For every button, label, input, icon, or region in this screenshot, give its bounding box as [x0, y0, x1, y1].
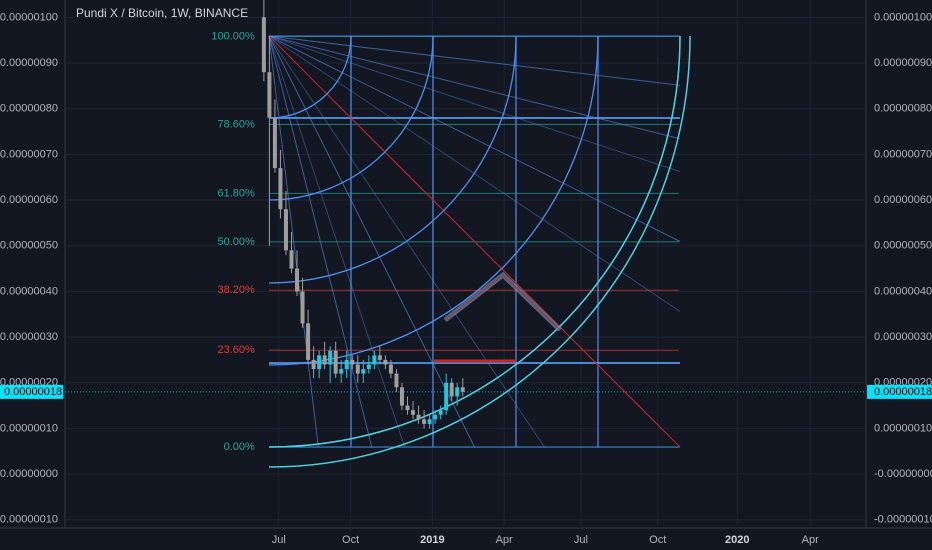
last-price-label: 0.00000018: [4, 386, 62, 398]
gann-arc: [268, 35, 352, 119]
candle-body: [295, 268, 300, 292]
candle-body: [267, 72, 272, 118]
x-tick-label: Jul: [272, 534, 286, 546]
x-tick-label: Apr: [496, 534, 513, 546]
candle-body: [289, 250, 294, 269]
candle-body: [411, 410, 416, 415]
gann-line: [268, 35, 681, 86]
candle-body: [350, 359, 355, 365]
candle-body: [339, 369, 344, 374]
candle-body: [388, 364, 393, 374]
y-tick-label: 0.00000040: [0, 285, 58, 297]
candle-body: [311, 359, 316, 370]
y-tick-label-right: 0.00000070: [874, 148, 932, 160]
gann-line: [268, 35, 681, 173]
gann-line: [268, 35, 319, 448]
candle-body: [416, 414, 421, 420]
last-price-box: [0, 384, 63, 399]
y-tick-label: 0.00000100: [0, 11, 58, 23]
y-tick-label: -0.00000000: [0, 468, 58, 480]
last-price-box: [867, 384, 932, 399]
candle-body: [449, 382, 454, 397]
gann-arc: [268, 35, 434, 201]
candle-body: [460, 387, 465, 392]
gann-overlay: [65, 35, 866, 468]
candle-body: [444, 382, 449, 411]
y-tick-label-right: 0.00000060: [874, 194, 932, 206]
x-tick-label: Oct: [649, 534, 666, 546]
candle-body: [278, 168, 283, 210]
candle-body: [261, 17, 266, 73]
candle-body: [366, 364, 371, 370]
y-tick-label: 0.00000010: [0, 422, 58, 434]
fib-label: 100.00%: [211, 30, 255, 42]
gann-line: [268, 35, 406, 448]
y-tick-label-right: 0.00000030: [874, 331, 932, 343]
candle-body: [383, 359, 388, 365]
candle-body: [372, 355, 377, 365]
candle-body: [377, 355, 382, 360]
candle-body: [344, 359, 349, 370]
x-tick-label: Oct: [342, 534, 359, 546]
candle-body: [355, 364, 360, 374]
candle-body: [455, 387, 460, 397]
gann-line: [268, 35, 681, 140]
y-tick-label-right: 0.00000100: [874, 11, 932, 23]
y-tick-label-right: 0.00000090: [874, 57, 932, 69]
y-tick-label-right: -0.00000010: [874, 514, 932, 526]
gann-line: [268, 35, 475, 448]
chart-title: Pundi X / Bitcoin, 1W, BINANCE: [76, 6, 248, 20]
candle-body: [317, 355, 322, 370]
fib-label: 78.60%: [218, 118, 256, 130]
y-tick-label: 0.00000050: [0, 240, 58, 252]
y-tick-label-right: -0.00000000: [874, 468, 932, 480]
labels: 0.00000100 0.00000100 0.00000090 0.00000090…: [0, 11, 932, 546]
x-tick-label: 2019: [420, 534, 444, 546]
last-price-label-right: 0.00000018: [874, 386, 932, 398]
y-tick-label: 0.00000070: [0, 148, 58, 160]
x-tick-label: Apr: [802, 534, 819, 546]
x-tick-label: Jul: [574, 534, 588, 546]
fib-label: 0.00%: [224, 441, 255, 453]
candle-body: [394, 373, 399, 388]
candle-body: [433, 414, 438, 420]
candles: [261, 0, 465, 429]
candle-body: [399, 387, 404, 406]
y-tick-label: 0.00000060: [0, 194, 58, 206]
candle-body: [322, 355, 327, 365]
fib-label: 61.80%: [218, 187, 256, 199]
x-tick-label: 2020: [725, 534, 749, 546]
fib-label: 23.60%: [218, 344, 256, 356]
fib-label: 38.20%: [218, 284, 256, 296]
gann-line: [268, 35, 681, 448]
gann-arc-outer: [268, 35, 691, 468]
candle-body: [438, 410, 443, 415]
candle-body: [272, 117, 277, 169]
candle-body: [283, 209, 288, 251]
y-tick-label: 0.00000030: [0, 331, 58, 343]
y-tick-label: 0.00000090: [0, 57, 58, 69]
y-tick-label-right: 0.00000040: [874, 285, 932, 297]
gann-arc: [268, 35, 517, 284]
candle-body: [333, 350, 338, 374]
candle-body: [422, 419, 427, 424]
pattern-line: [444, 274, 561, 331]
gann-line: [268, 35, 681, 242]
candle-body: [427, 419, 432, 424]
candle-body: [306, 323, 311, 360]
candle-body: [328, 350, 333, 365]
y-tick-label-right: 0.00000010: [874, 422, 932, 434]
gann-line: [268, 35, 373, 448]
y-tick-label-right: 0.00000080: [874, 103, 932, 115]
candle-body: [300, 291, 305, 324]
candle-body: [361, 369, 366, 374]
y-tick-label-right: 0.00000050: [874, 240, 932, 252]
y-tick-label: 0.00000080: [0, 103, 58, 115]
candle-body: [405, 405, 410, 411]
y-tick-label: -0.00000010: [0, 514, 58, 526]
fib-label: 50.00%: [218, 236, 256, 248]
gann-arc: [268, 35, 599, 366]
